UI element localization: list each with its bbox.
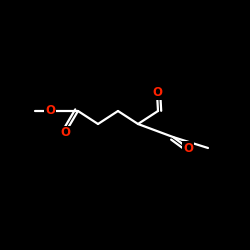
Text: O: O — [152, 86, 162, 100]
Text: O: O — [183, 142, 193, 154]
Text: O: O — [45, 104, 55, 118]
Text: O: O — [60, 126, 70, 140]
